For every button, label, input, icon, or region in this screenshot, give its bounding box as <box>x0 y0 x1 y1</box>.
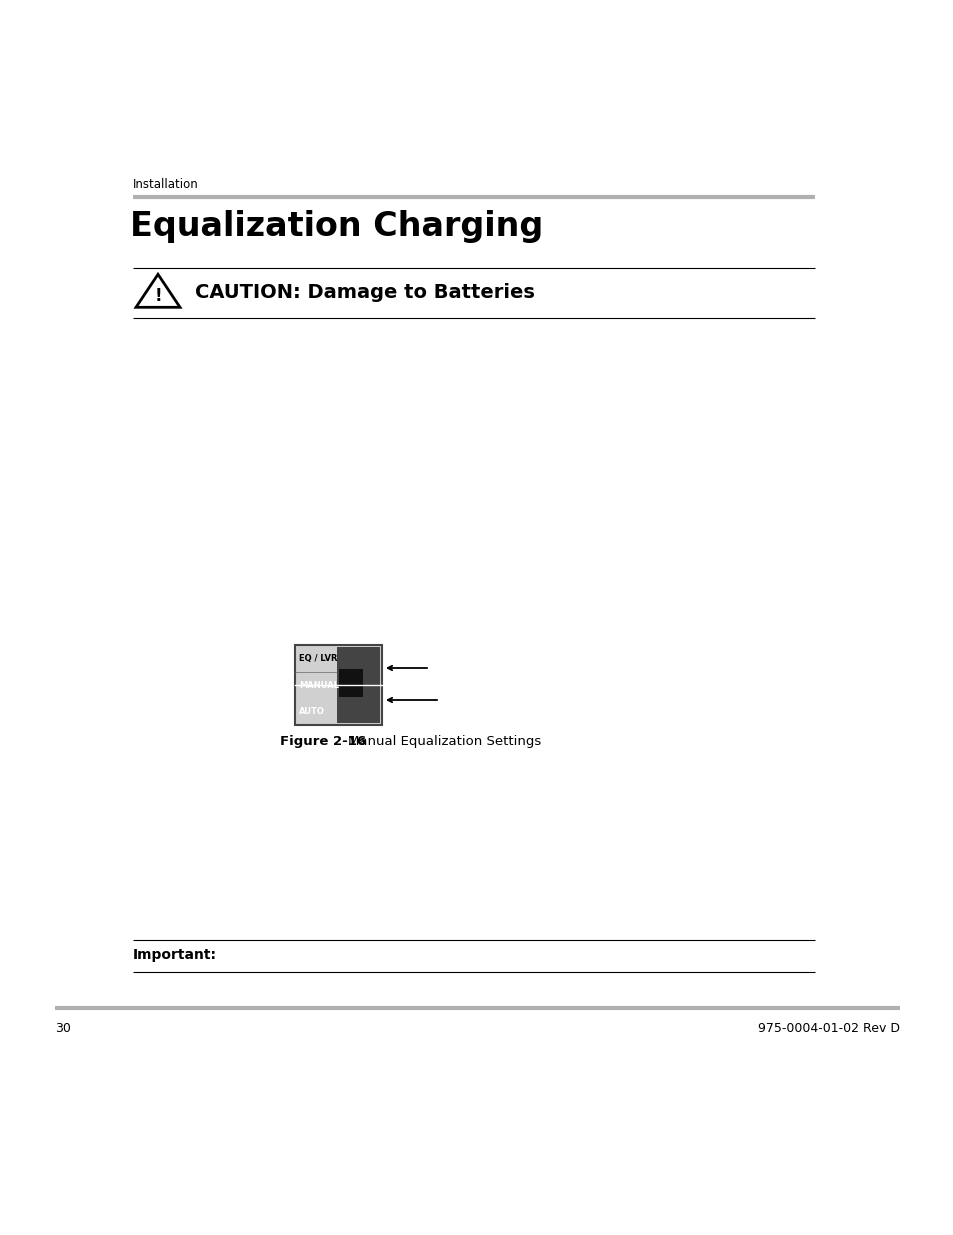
Text: 975-0004-01-02 Rev D: 975-0004-01-02 Rev D <box>758 1023 899 1035</box>
Text: AUTO: AUTO <box>298 706 325 716</box>
Text: CAUTION: Damage to Batteries: CAUTION: Damage to Batteries <box>194 284 535 303</box>
Bar <box>336 647 379 722</box>
Text: Figure 2-16: Figure 2-16 <box>280 735 366 748</box>
Text: 30: 30 <box>55 1023 71 1035</box>
Text: Manual Equalization Settings: Manual Equalization Settings <box>348 735 540 748</box>
Bar <box>294 645 381 725</box>
Text: Important:: Important: <box>132 948 216 962</box>
Text: Equalization Charging: Equalization Charging <box>130 210 542 243</box>
Bar <box>338 669 363 697</box>
Text: !: ! <box>154 288 162 305</box>
Text: Installation: Installation <box>132 178 198 191</box>
Text: MANUAL: MANUAL <box>298 680 338 689</box>
Text: EQ / LVR: EQ / LVR <box>298 655 337 663</box>
